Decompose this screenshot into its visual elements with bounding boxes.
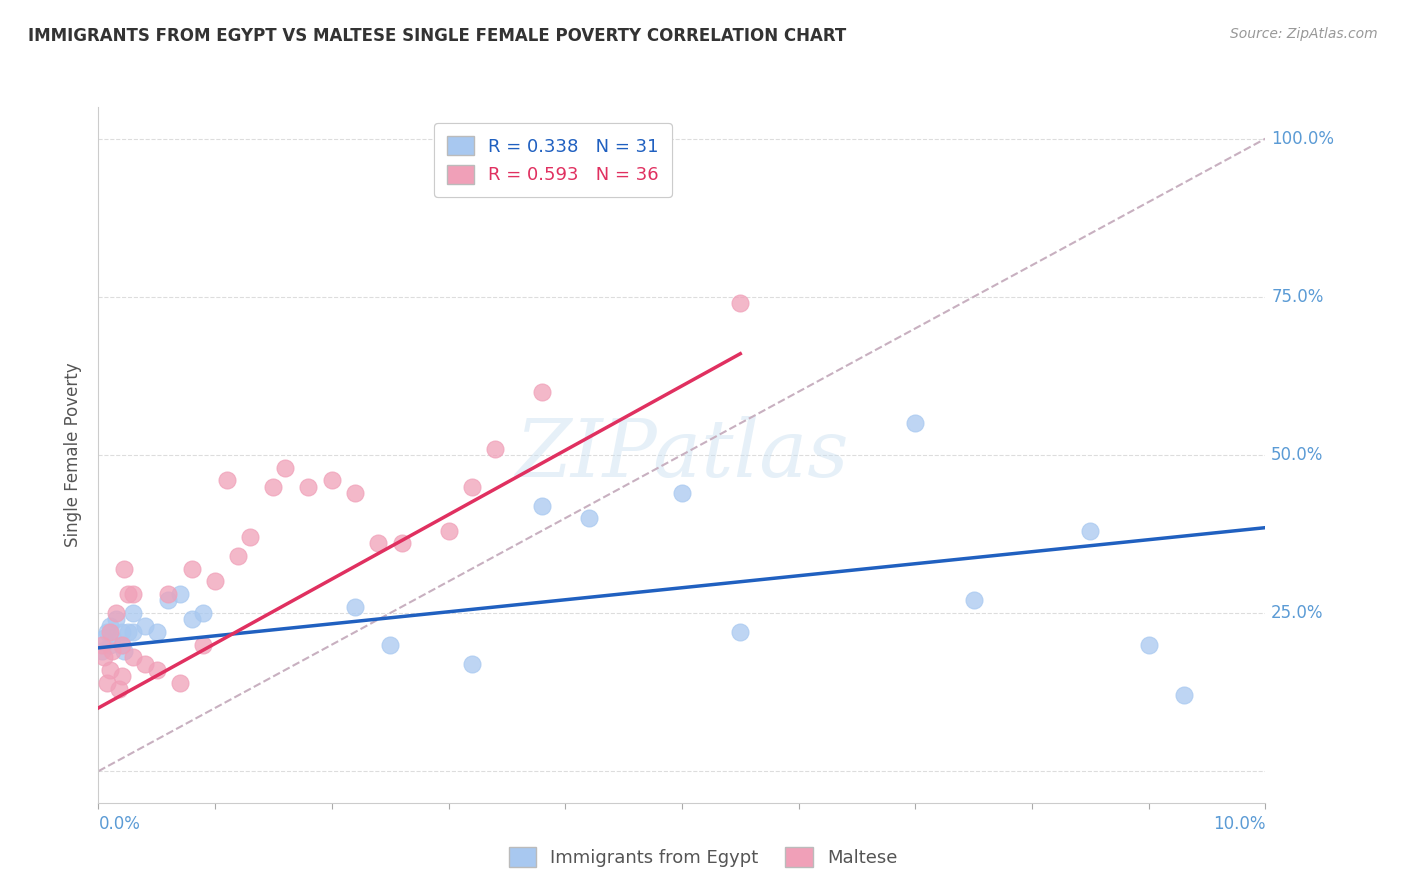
Point — [962, 593, 984, 607]
Text: 75.0%: 75.0% — [1271, 288, 1323, 306]
Point — [728, 296, 751, 310]
Point — [104, 612, 127, 626]
Legend: Immigrants from Egypt, Maltese: Immigrants from Egypt, Maltese — [502, 839, 904, 874]
Point — [90, 638, 112, 652]
Point — [180, 612, 202, 626]
Point — [321, 473, 343, 487]
Point — [112, 562, 135, 576]
Point — [134, 657, 156, 671]
Text: Source: ZipAtlas.com: Source: ZipAtlas.com — [1230, 27, 1378, 41]
Point — [90, 644, 112, 658]
Point — [215, 473, 238, 487]
Point — [204, 574, 226, 589]
Point — [111, 638, 134, 652]
Point — [117, 587, 139, 601]
Y-axis label: Single Female Poverty: Single Female Poverty — [65, 363, 83, 547]
Point — [378, 638, 402, 652]
Text: 25.0%: 25.0% — [1271, 604, 1323, 622]
Point — [108, 681, 131, 696]
Point — [157, 587, 180, 601]
Point — [122, 606, 145, 620]
Point — [530, 499, 553, 513]
Point — [98, 618, 121, 632]
Point — [437, 524, 460, 538]
Point — [484, 442, 506, 456]
Point — [104, 606, 127, 620]
Point — [274, 460, 297, 475]
Legend: R = 0.338   N = 31, R = 0.593   N = 36: R = 0.338 N = 31, R = 0.593 N = 36 — [434, 123, 672, 197]
Text: 10.0%: 10.0% — [1213, 815, 1265, 833]
Point — [101, 644, 124, 658]
Point — [367, 536, 389, 550]
Point — [169, 675, 191, 690]
Point — [193, 606, 215, 620]
Point — [391, 536, 413, 550]
Point — [530, 384, 553, 399]
Text: 0.0%: 0.0% — [98, 815, 141, 833]
Point — [98, 663, 121, 677]
Text: 100.0%: 100.0% — [1271, 129, 1334, 148]
Point — [93, 650, 115, 665]
Point — [134, 618, 156, 632]
Point — [344, 486, 367, 500]
Point — [98, 638, 121, 652]
Point — [111, 638, 134, 652]
Point — [297, 479, 319, 493]
Point — [111, 625, 134, 640]
Point — [239, 530, 262, 544]
Text: ZIPatlas: ZIPatlas — [515, 417, 849, 493]
Point — [1080, 524, 1102, 538]
Point — [101, 632, 124, 646]
Point — [93, 632, 115, 646]
Text: 50.0%: 50.0% — [1271, 446, 1323, 464]
Point — [228, 549, 250, 563]
Point — [157, 593, 180, 607]
Text: IMMIGRANTS FROM EGYPT VS MALTESE SINGLE FEMALE POVERTY CORRELATION CHART: IMMIGRANTS FROM EGYPT VS MALTESE SINGLE … — [28, 27, 846, 45]
Point — [98, 625, 121, 640]
Point — [1173, 688, 1195, 702]
Point — [122, 587, 145, 601]
Point — [904, 417, 927, 431]
Point — [169, 587, 191, 601]
Point — [111, 669, 134, 683]
Point — [578, 511, 600, 525]
Point — [122, 625, 145, 640]
Point — [461, 479, 484, 493]
Point — [96, 675, 118, 690]
Point — [1137, 638, 1160, 652]
Point — [96, 625, 118, 640]
Point — [146, 663, 169, 677]
Point — [146, 625, 169, 640]
Point — [262, 479, 284, 493]
Point — [180, 562, 202, 576]
Point — [671, 486, 693, 500]
Point — [193, 638, 215, 652]
Point — [461, 657, 484, 671]
Point — [344, 599, 367, 614]
Point — [117, 625, 139, 640]
Point — [728, 625, 751, 640]
Point — [122, 650, 145, 665]
Point — [112, 644, 135, 658]
